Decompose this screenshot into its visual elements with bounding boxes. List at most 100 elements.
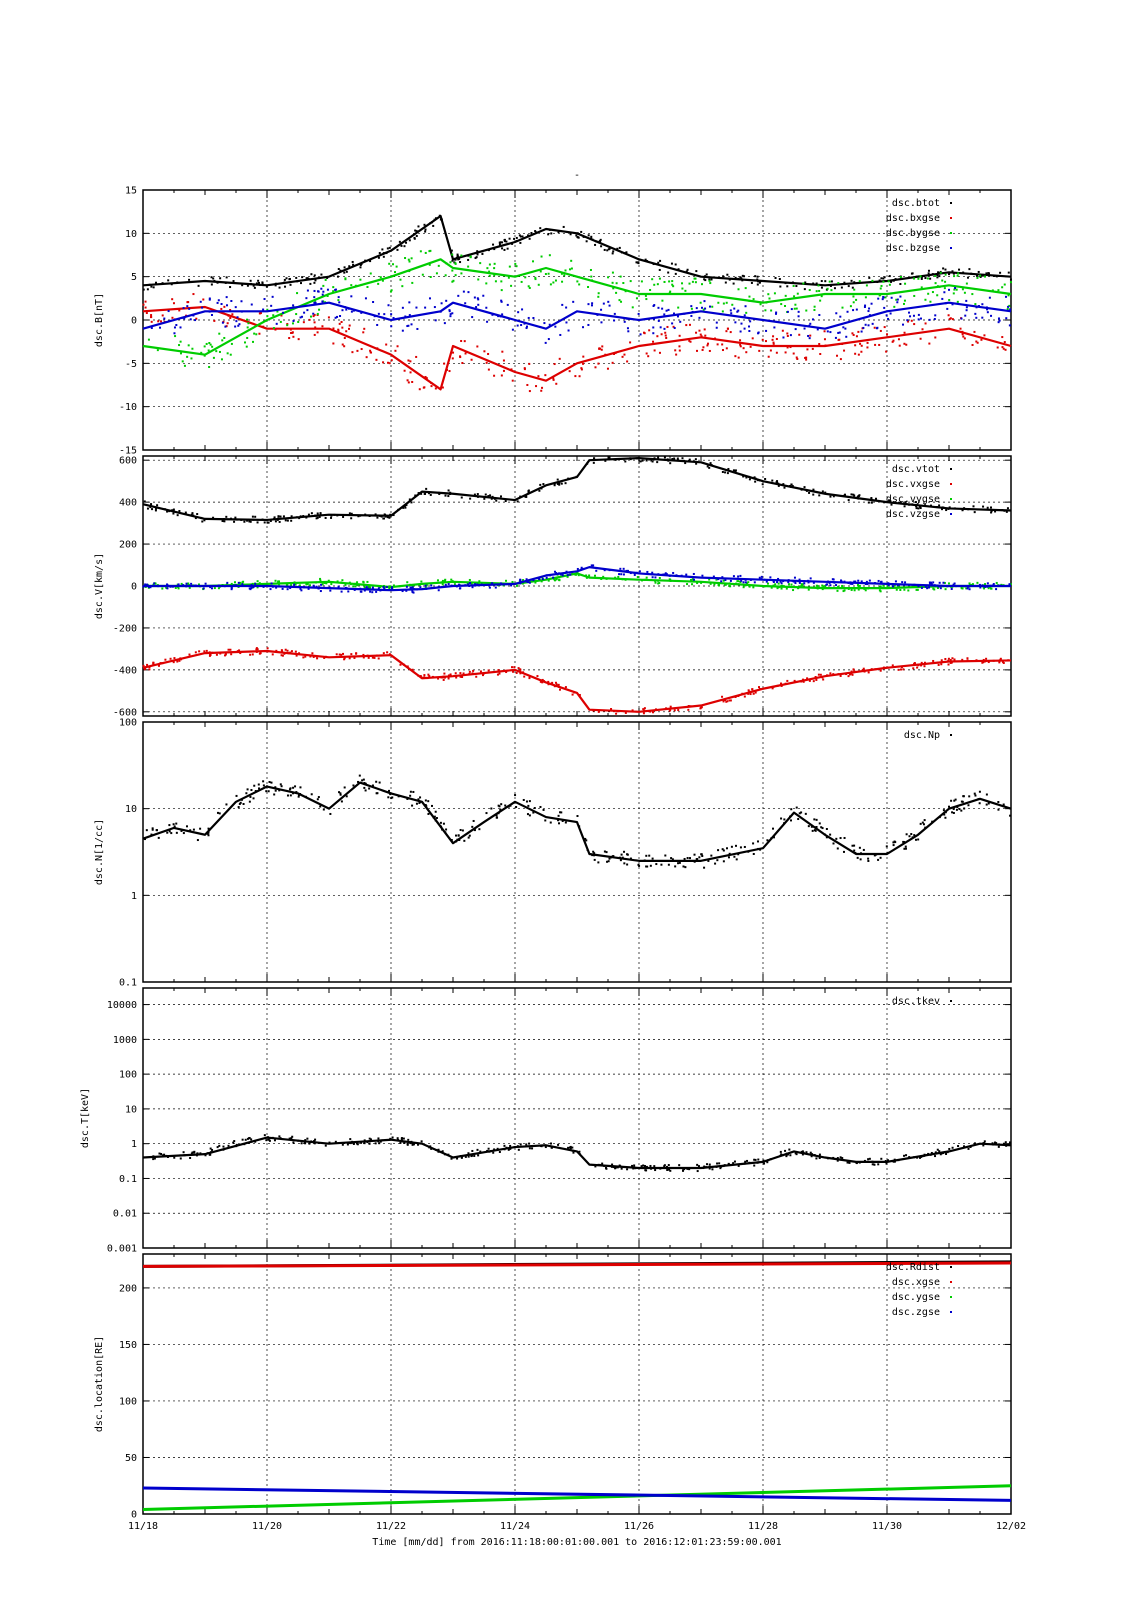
data-point xyxy=(659,326,662,329)
data-point xyxy=(179,326,182,329)
data-point xyxy=(950,799,953,802)
data-point xyxy=(962,271,965,274)
data-point xyxy=(669,1169,672,1172)
data-point xyxy=(615,282,618,285)
data-point xyxy=(402,506,405,509)
data-point xyxy=(615,291,618,294)
data-point xyxy=(700,706,703,709)
data-point xyxy=(507,276,510,279)
data-point xyxy=(592,709,595,712)
data-point xyxy=(364,297,367,300)
data-point xyxy=(146,583,149,586)
data-point xyxy=(770,586,773,589)
data-point xyxy=(478,828,481,831)
data-point xyxy=(839,837,842,840)
data-point xyxy=(694,277,697,280)
data-point xyxy=(650,709,653,712)
data-point xyxy=(265,790,268,793)
data-point xyxy=(159,326,162,329)
data-point xyxy=(235,1143,238,1146)
data-point xyxy=(417,492,420,495)
data-point xyxy=(832,673,835,676)
data-point xyxy=(561,303,564,306)
data-point xyxy=(870,497,873,500)
data-point xyxy=(961,658,964,661)
data-point xyxy=(883,306,886,309)
data-point xyxy=(227,648,230,651)
data-point xyxy=(885,314,888,317)
data-point xyxy=(473,829,476,832)
data-point xyxy=(153,582,156,585)
data-point xyxy=(840,579,843,582)
legend-label: dsc.bzgse xyxy=(886,243,940,254)
data-point xyxy=(155,829,158,832)
data-point xyxy=(417,225,420,228)
data-point xyxy=(955,288,958,291)
data-point xyxy=(441,676,444,679)
data-point xyxy=(414,494,417,497)
data-point xyxy=(797,818,800,821)
data-point xyxy=(764,340,767,343)
data-point xyxy=(313,333,316,336)
data-point xyxy=(345,330,348,333)
data-point xyxy=(592,461,595,464)
data-point xyxy=(406,581,409,584)
data-point xyxy=(479,1150,482,1153)
data-point xyxy=(645,459,648,462)
data-point xyxy=(819,353,822,356)
data-point xyxy=(200,516,203,519)
data-point xyxy=(280,654,283,657)
data-point xyxy=(208,829,211,832)
data-point xyxy=(694,461,697,464)
data-point xyxy=(692,578,695,581)
data-point xyxy=(475,675,478,678)
data-point xyxy=(317,587,320,590)
data-point xyxy=(191,1151,194,1154)
data-point xyxy=(725,847,728,850)
data-point xyxy=(161,314,164,317)
data-point xyxy=(877,297,880,300)
data-point xyxy=(392,317,395,320)
data-point xyxy=(543,322,546,325)
data-point xyxy=(406,665,409,668)
data-point xyxy=(591,854,594,857)
data-point xyxy=(205,649,208,652)
data-point xyxy=(913,662,916,665)
data-point xyxy=(617,575,620,578)
data-point xyxy=(262,784,265,787)
data-point xyxy=(216,1146,219,1149)
data-point xyxy=(640,1165,643,1168)
data-point xyxy=(576,567,579,570)
data-point xyxy=(851,286,854,289)
data-point xyxy=(936,661,939,664)
data-point xyxy=(744,578,747,581)
data-point xyxy=(447,489,450,492)
data-point xyxy=(958,808,961,811)
data-point xyxy=(643,1165,646,1168)
data-point xyxy=(378,1142,381,1145)
data-point xyxy=(594,1165,597,1168)
data-point xyxy=(547,338,550,341)
data-point xyxy=(388,246,391,249)
data-point xyxy=(304,1142,307,1145)
data-point xyxy=(223,520,226,523)
data-point xyxy=(649,288,652,291)
data-point xyxy=(611,252,614,255)
data-point xyxy=(990,510,993,513)
data-point xyxy=(225,803,228,806)
data-point xyxy=(437,677,440,680)
data-point xyxy=(821,584,824,587)
data-point xyxy=(363,1142,366,1145)
data-point xyxy=(696,582,699,585)
data-point xyxy=(449,315,452,318)
data-point xyxy=(904,581,907,584)
data-point xyxy=(951,303,954,306)
data-point xyxy=(314,581,317,584)
data-point xyxy=(728,278,731,281)
data-point xyxy=(284,648,287,651)
data-point xyxy=(612,287,615,290)
data-point xyxy=(951,318,954,321)
legend-label: dsc.vygse xyxy=(886,494,940,505)
data-point xyxy=(917,313,920,316)
data-point xyxy=(493,374,496,377)
